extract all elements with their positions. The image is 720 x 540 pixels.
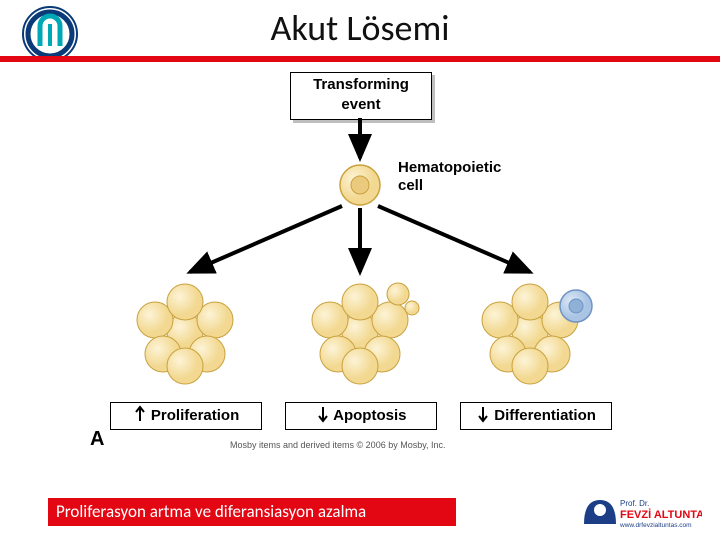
copyright-text: Mosby items and derived items © 2006 by … xyxy=(230,440,446,450)
node-differentiation: Differentiation xyxy=(460,402,612,430)
page-title: Akut Lösemi xyxy=(0,6,720,50)
pathogenesis-diagram: Transforming event Hematopoie xyxy=(110,72,610,452)
svg-text:FEVZİ ALTUNTAŞ: FEVZİ ALTUNTAŞ xyxy=(620,508,702,521)
svg-text:cell: cell xyxy=(398,177,423,194)
node-proliferation: Proliferation xyxy=(110,402,262,430)
node-label: Proliferation xyxy=(151,407,239,424)
panel-label-a: A xyxy=(90,428,104,451)
node-label: Apoptosis xyxy=(333,407,406,424)
svg-text:Prof. Dr.: Prof. Dr. xyxy=(620,499,649,508)
svg-text:Hematopoietic: Hematopoietic xyxy=(398,159,501,176)
node-label: Differentiation xyxy=(494,407,596,424)
footer-caption: Proliferasyon artma ve diferansiasyon az… xyxy=(48,498,456,526)
node-apoptosis: Apoptosis xyxy=(285,402,437,430)
author-logo: Prof. Dr. FEVZİ ALTUNTAŞ www.drfevzialtu… xyxy=(582,494,702,530)
svg-text:www.drfevzialtuntas.com: www.drfevzialtuntas.com xyxy=(619,522,692,529)
diagram-svg: Hematopoietic cell xyxy=(110,72,610,452)
divider-top xyxy=(0,56,720,62)
